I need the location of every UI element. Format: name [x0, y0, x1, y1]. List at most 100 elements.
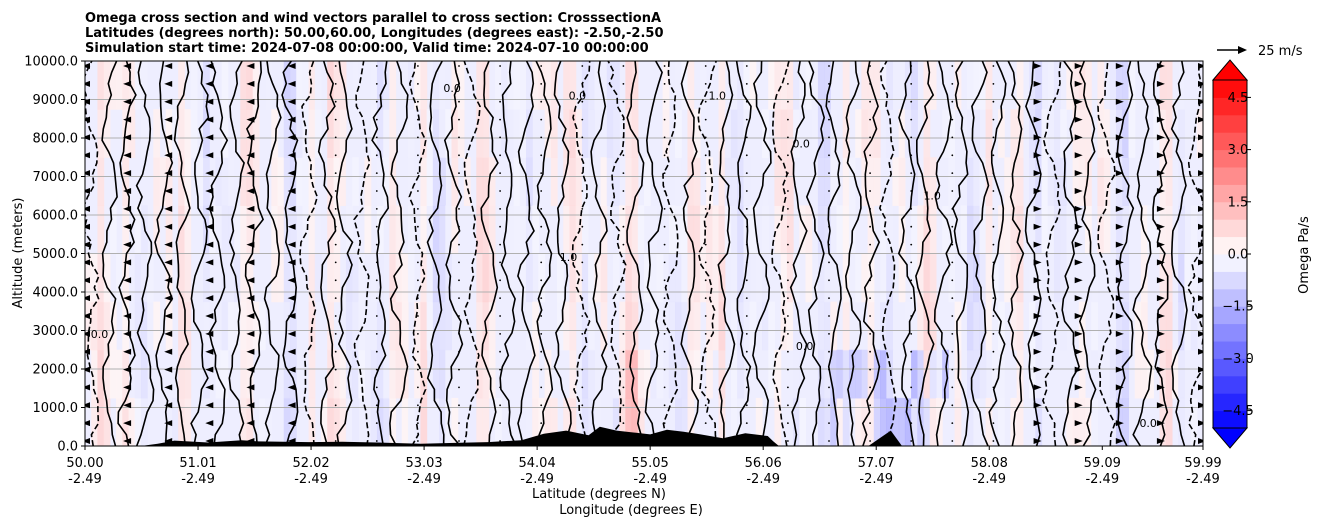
omega-cell: [358, 349, 366, 399]
omega-cell: [824, 61, 831, 110]
wind-vector: [1074, 348, 1083, 355]
x-axis-label-latitude: Latitude (degrees N): [532, 487, 666, 502]
omega-cell: [314, 253, 322, 303]
omega-cell: [308, 109, 316, 158]
omega-cell: [693, 301, 701, 351]
omega-cell: [730, 397, 738, 446]
wind-vector: [164, 402, 173, 409]
omega-cell: [1016, 253, 1024, 303]
wind-vector: [375, 261, 378, 264]
omega-cell: [1029, 157, 1036, 206]
omega-cell: [494, 61, 502, 110]
wind-vector: [334, 83, 337, 85]
omega-cell: [668, 349, 676, 399]
omega-cell: [1178, 109, 1185, 158]
wind-vector: [499, 172, 501, 175]
wind-vector: [787, 386, 789, 389]
omega-cell: [1178, 349, 1185, 399]
omega-cell: [656, 301, 664, 351]
omega-cell: [252, 61, 260, 110]
wind-vector: [1033, 116, 1042, 123]
wind-vector: [85, 348, 90, 355]
omega-cell: [631, 157, 639, 206]
omega-cell: [718, 349, 726, 399]
colorbar-level: [1213, 149, 1247, 168]
wind-vector: [745, 333, 748, 335]
omega-cell: [979, 301, 987, 351]
wind-vector: [910, 279, 913, 282]
wind-vector: [499, 65, 501, 67]
wind-vector: [334, 225, 337, 228]
omega-cell: [184, 253, 192, 303]
wind-vector: [540, 279, 543, 282]
omega-cell: [525, 397, 533, 446]
omega-cell: [706, 253, 713, 303]
wind-vector: [992, 136, 995, 139]
omega-cell: [525, 205, 533, 255]
omega-cell: [1178, 397, 1185, 446]
omega-cell: [383, 157, 390, 206]
wind-vector: [205, 420, 214, 427]
omega-cell: [308, 205, 316, 255]
omega-cell: [1184, 301, 1192, 351]
contour-line-negative: [353, 61, 371, 446]
omega-cell: [327, 205, 335, 255]
omega-cell: [103, 109, 111, 158]
omega-cell: [1066, 253, 1074, 303]
omega-cell: [979, 253, 987, 303]
wind-vector: [704, 243, 707, 246]
omega-cell: [612, 397, 620, 446]
y-tick-label: 5000.0: [33, 247, 79, 262]
wind-vector: [704, 315, 707, 317]
omega-cell: [109, 61, 117, 110]
wind-vector: [1156, 98, 1165, 105]
omega-cell: [718, 61, 726, 110]
omega-cell: [420, 397, 428, 446]
wind-vector: [1156, 223, 1165, 230]
omega-cell: [904, 397, 912, 446]
omega-cell: [1066, 205, 1074, 255]
omega-cell: [774, 157, 782, 206]
wind-vector: [1156, 259, 1165, 266]
omega-cell: [948, 157, 956, 206]
omega-cell: [594, 61, 602, 110]
omega-cell: [470, 397, 477, 446]
omega-cell: [569, 397, 577, 446]
contour-label: 0.0: [1139, 417, 1157, 430]
omega-cell: [998, 397, 1005, 446]
wind-vector: [1156, 170, 1165, 177]
wind-vector: [1074, 330, 1083, 337]
wind-vector: [375, 65, 378, 67]
wind-vector: [499, 225, 501, 228]
wind-vector: [123, 170, 132, 177]
wind-vector: [663, 136, 666, 139]
omega-cell: [122, 157, 130, 206]
omega-cell: [1029, 301, 1036, 351]
omega-cell: [1041, 157, 1049, 206]
omega-cell: [911, 61, 918, 110]
wind-vector: [458, 333, 460, 335]
wind-vector: [123, 134, 132, 141]
wind-vector: [1033, 402, 1042, 409]
omega-cell: [178, 301, 185, 351]
omega-cell: [693, 157, 701, 206]
omega-cell: [544, 349, 552, 399]
wind-vector: [745, 422, 748, 424]
omega-cell: [805, 61, 813, 110]
wind-vector: [787, 279, 789, 282]
wind-vector: [458, 83, 460, 85]
omega-cell: [327, 157, 335, 206]
omega-cell: [1010, 205, 1018, 255]
omega-cell: [979, 349, 987, 399]
omega-cell: [1159, 253, 1167, 303]
wind-vector: [910, 154, 913, 157]
wind-vector: [1156, 295, 1165, 302]
omega-cell: [246, 349, 254, 399]
omega-cell: [687, 205, 695, 255]
wind-vector: [458, 243, 460, 246]
wind-vector: [787, 404, 789, 407]
contour-label: 0.0: [796, 340, 814, 353]
omega-cell: [892, 397, 900, 446]
wind-vector: [663, 404, 666, 407]
omega-cell: [588, 397, 595, 446]
